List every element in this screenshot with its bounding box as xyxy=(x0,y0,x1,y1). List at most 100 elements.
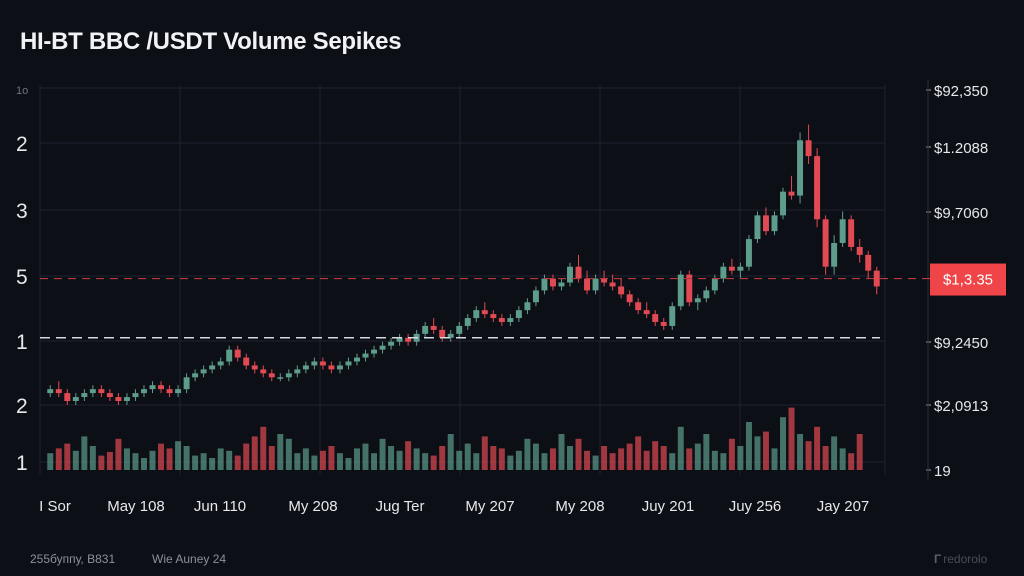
candle-body xyxy=(584,278,591,291)
candle-body xyxy=(848,219,855,247)
right-axis-label: $9,2450 xyxy=(934,335,988,352)
volume-bar xyxy=(354,448,360,470)
candle-body xyxy=(609,282,616,287)
footer-left-text: 255буппу, B831 xyxy=(30,552,116,566)
left-axis-label: 2 xyxy=(16,395,28,418)
candle-body xyxy=(626,294,633,303)
candle-body xyxy=(788,191,795,196)
candle-body xyxy=(532,290,539,303)
volume-bar xyxy=(362,443,369,470)
left-axis-label: 3 xyxy=(16,200,28,223)
volume-bar xyxy=(601,446,608,470)
candle-body xyxy=(64,393,71,401)
volume-bar xyxy=(413,448,420,470)
candle-body xyxy=(814,156,821,220)
candle-body xyxy=(490,314,497,319)
volume-bar xyxy=(677,426,684,470)
price-badge-label: $1,3.35 xyxy=(943,272,993,289)
volume-bar xyxy=(311,455,318,470)
right-axis-label: 19 xyxy=(934,463,951,480)
volume-bar xyxy=(336,453,343,470)
candle-body xyxy=(371,349,378,354)
volume-bar xyxy=(737,446,744,470)
volume-bar xyxy=(47,453,54,470)
volume-bar xyxy=(268,446,275,470)
candle-body xyxy=(575,266,582,279)
volume-bar xyxy=(277,434,284,470)
volume-bar xyxy=(328,446,335,470)
volume-bar xyxy=(192,455,199,470)
candle-body xyxy=(839,219,846,243)
candle-body xyxy=(89,389,96,394)
candle-body xyxy=(430,325,437,330)
left-axis-label: 1 xyxy=(16,452,28,475)
volume-bar xyxy=(158,443,165,470)
volume-bar xyxy=(856,434,863,470)
candle-body xyxy=(47,389,54,394)
candle-body xyxy=(780,191,786,216)
volume-bar xyxy=(422,453,429,470)
volume-bar xyxy=(132,453,139,470)
volume-bar xyxy=(217,448,224,470)
candle-body xyxy=(592,278,599,291)
volume-bar xyxy=(371,453,378,470)
volume-bar xyxy=(754,436,761,470)
volume-bar xyxy=(226,450,233,470)
candle-body xyxy=(72,397,79,401)
candle-body xyxy=(302,365,309,370)
candle-body xyxy=(694,298,701,303)
volume-bar xyxy=(831,436,838,470)
candle-body xyxy=(669,306,676,326)
candle-body xyxy=(55,389,62,394)
candle-body xyxy=(422,325,429,334)
candle-body xyxy=(132,393,139,398)
candle-body xyxy=(464,318,471,326)
candle-body xyxy=(123,397,130,401)
candle-body xyxy=(549,278,556,287)
volume-bar xyxy=(822,446,829,470)
volume-bar xyxy=(98,455,105,470)
volume-bar xyxy=(762,431,769,470)
volume-bar xyxy=(175,441,182,470)
volume-bar xyxy=(507,455,514,470)
candle-body xyxy=(660,322,667,326)
candle-body xyxy=(797,140,804,196)
candle-body xyxy=(447,333,454,338)
candle-body xyxy=(720,266,727,279)
volume-bar xyxy=(541,453,548,470)
candle-body xyxy=(106,393,113,398)
volume-bar xyxy=(652,441,659,470)
candle-body xyxy=(873,270,880,287)
volume-bar xyxy=(209,458,216,470)
volume-bar xyxy=(388,446,395,470)
left-axis-label: 2 xyxy=(16,133,28,156)
candle-body xyxy=(158,385,165,390)
volume-bar xyxy=(89,446,96,470)
volume-bar xyxy=(379,438,386,470)
candle-body xyxy=(354,357,360,362)
candle-body xyxy=(166,389,173,394)
x-tick-label: Jug Ter xyxy=(376,498,425,515)
volume-bar xyxy=(81,436,88,470)
candle-body xyxy=(762,215,769,232)
volume-bar xyxy=(498,448,505,470)
footer-mid-text: Wie Auney 24 xyxy=(152,552,227,566)
volume-bar xyxy=(745,422,752,470)
volume-bar xyxy=(64,443,71,470)
candle-body xyxy=(345,361,352,366)
volume-bar xyxy=(294,453,301,470)
right-axis-label: $2,0913 xyxy=(934,398,988,415)
candle-body xyxy=(336,365,343,370)
volume-bar xyxy=(515,450,522,470)
candle-body xyxy=(711,278,718,291)
x-tick-label: My 208 xyxy=(555,498,604,515)
candle-body xyxy=(388,341,395,346)
candle-body xyxy=(822,219,829,267)
volume-bar xyxy=(439,446,446,470)
volume-bar xyxy=(166,448,173,470)
candle-body xyxy=(175,389,182,394)
candle-body xyxy=(618,286,625,295)
price-badge xyxy=(930,263,1006,296)
volume-bar xyxy=(430,455,437,470)
